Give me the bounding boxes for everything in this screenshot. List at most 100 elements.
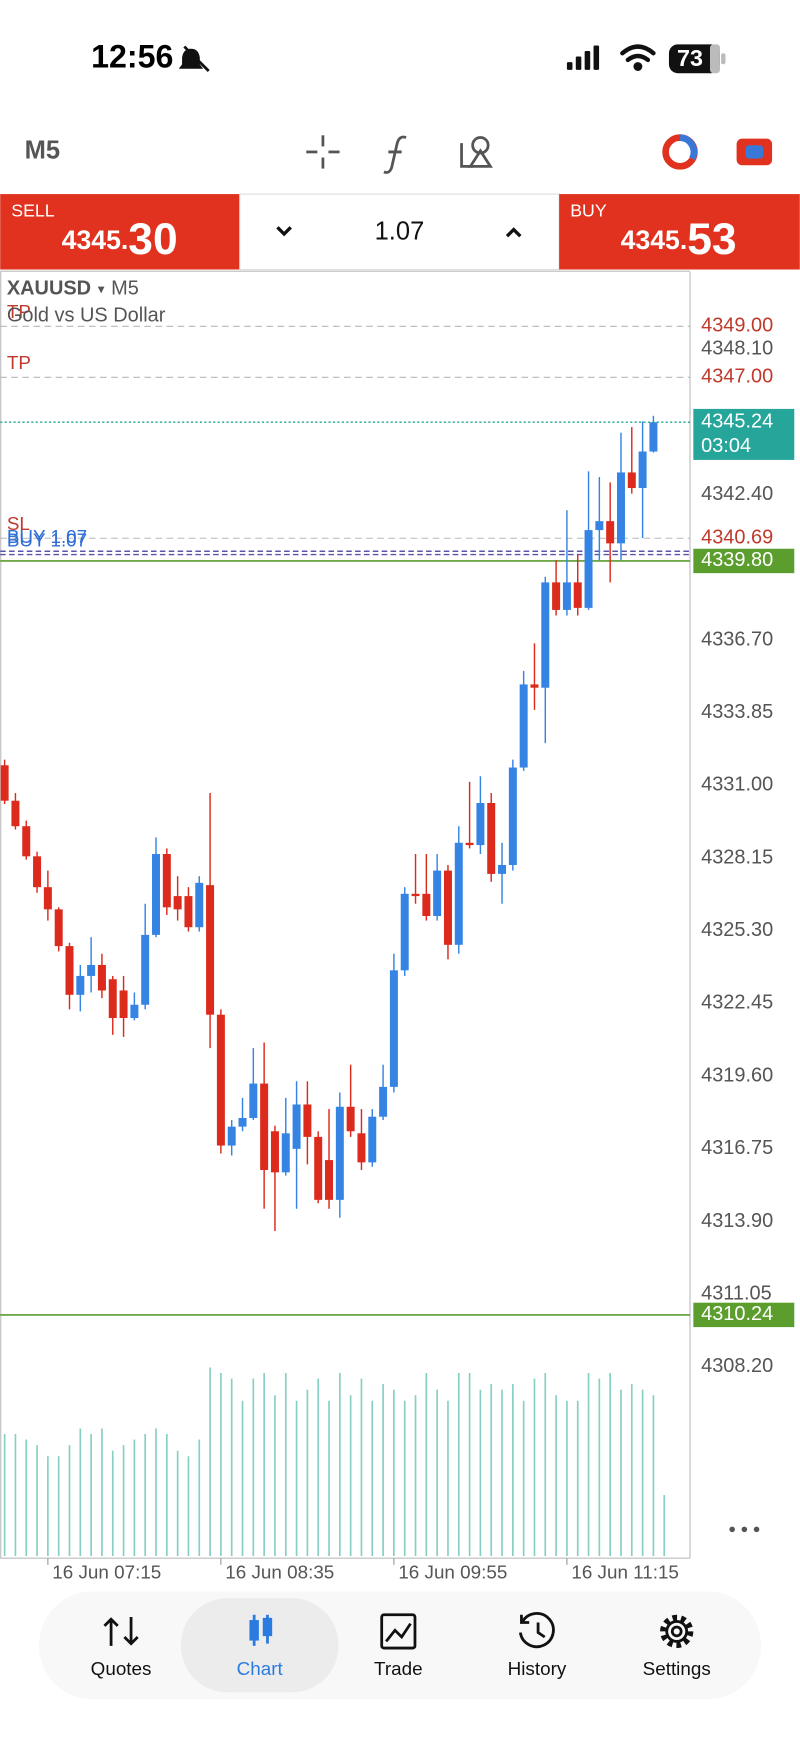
volume-box [239,193,560,271]
candle-body [584,530,593,608]
candle-body [108,979,117,1019]
volume-bar [306,1389,309,1557]
volume-bar [479,1389,482,1557]
nav-item[interactable]: Settings [643,1658,711,1679]
volume-bar [620,1389,622,1557]
volume-bar [630,1384,633,1557]
volume-bar [90,1434,92,1557]
volume-bar [122,1445,125,1557]
mute-icon [178,45,210,72]
volume-bar [14,1434,17,1557]
candle-body [238,1117,247,1127]
nav-item[interactable]: Chart [237,1658,284,1679]
symbol: XAUUSD [7,278,91,300]
volume-bar [284,1373,287,1557]
candle-body [325,1160,334,1200]
candle-body [303,1104,312,1137]
candle-body [292,1104,301,1149]
line-price: 4310.24 [701,1303,773,1325]
volume-bar [490,1384,493,1557]
candle-body [33,856,42,888]
volume-bar [544,1373,547,1557]
volume-value[interactable]: 1.07 [375,218,425,246]
chart-timeframe: M5 [111,278,139,300]
sell-price-big: 30 [128,214,177,263]
timeframe-button[interactable]: M5 [25,137,60,165]
nav-item[interactable]: Quotes [91,1658,152,1679]
level-name: TP [7,352,31,373]
volume-bar [47,1456,49,1557]
volume-bar [403,1400,406,1557]
buy-price-main: 4345. [621,225,688,255]
account-button[interactable] [662,134,698,170]
candle-body [487,803,496,874]
nav-item[interactable]: History [508,1658,567,1679]
bid-box [693,408,795,460]
crosshair-button[interactable] [306,135,340,169]
level-price: 4349.00 [701,315,773,337]
volume-bar [68,1445,71,1557]
candle-body [195,882,204,928]
volume-bar [468,1373,471,1557]
buy-button[interactable] [559,194,800,270]
candle-body [173,896,182,910]
volume-bar [512,1384,514,1557]
candle-body [498,864,507,874]
bar-timer: 03:04 [701,435,751,457]
volume-bar [209,1367,211,1557]
volume-bar [555,1395,557,1557]
line-price-box [693,1302,795,1328]
candle-body [530,684,539,688]
candle-body [184,896,193,928]
x-tick-label: 16 Jun 09:55 [398,1562,507,1583]
buy-price-big: 53 [687,214,736,263]
volume-bar [414,1395,417,1557]
sell-label: SELL [11,201,55,221]
volume-bar [360,1378,363,1557]
candle-body [152,854,161,935]
quotes-icon [103,1617,139,1646]
volume-bar [663,1495,666,1557]
candle-body [616,472,625,544]
line-price-box [693,548,795,574]
candle-body [433,870,442,916]
candle-body [11,800,20,827]
level-price: 4340.69 [701,527,773,549]
volume-bar [263,1373,265,1557]
volume-bar [57,1456,60,1557]
chart-header: XAUUSD ▾ M5 Gold vs US Dollar [7,278,166,327]
trade-button[interactable] [736,138,773,166]
nav-item[interactable]: Trade [374,1658,423,1679]
candle-body [206,885,215,1015]
volume-bar [566,1400,568,1557]
volume-bar [79,1428,82,1557]
indicators-button[interactable] [383,135,407,174]
battery: 73 [668,44,726,74]
volume-bar [36,1445,38,1557]
symbol-description: Gold vs US Dollar [7,304,166,326]
signal-icon [566,45,600,70]
volume-bar [501,1389,503,1557]
candle-body [627,472,636,489]
volume-bar [165,1434,168,1557]
volume-down[interactable] [276,226,292,237]
candle-body [227,1126,236,1146]
volume-bar [133,1439,136,1557]
sell-button[interactable] [0,194,240,270]
y-tick-label: 4313.90 [701,1210,773,1232]
candle-body [508,767,517,865]
more-button[interactable] [729,1526,760,1533]
candle-body [562,582,571,610]
volume-bar [155,1428,157,1557]
candle-body [260,1083,269,1171]
volume-bar [241,1400,244,1557]
candle-body [411,893,420,897]
objects-button[interactable] [460,136,493,168]
volume-up[interactable] [505,227,522,238]
candle-body [649,422,658,452]
volume-bar [447,1400,449,1557]
volume-bar [382,1384,384,1557]
volume-bar [176,1450,179,1557]
volume-bar [587,1373,590,1557]
candle-body [573,582,582,608]
